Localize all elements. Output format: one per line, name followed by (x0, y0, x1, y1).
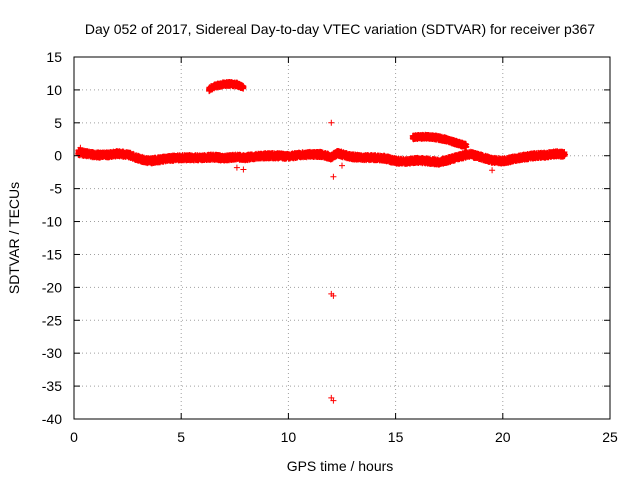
series-main-band (75, 146, 568, 168)
data-series (75, 79, 568, 404)
grid-lines (74, 57, 610, 419)
